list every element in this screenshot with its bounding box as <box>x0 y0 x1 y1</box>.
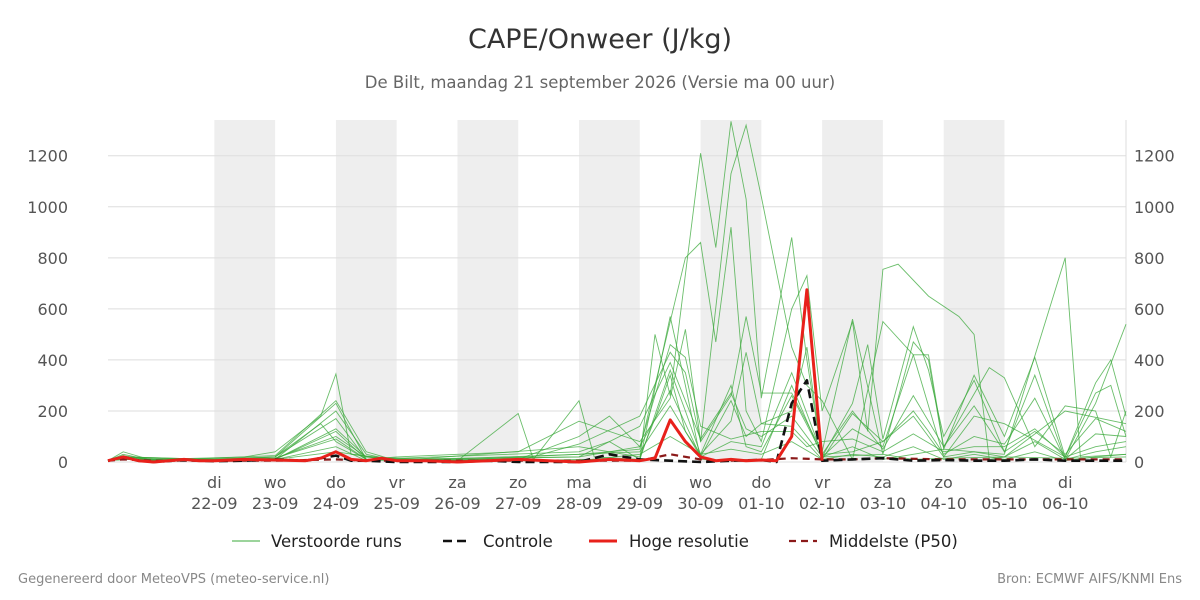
x-tick-date: 05-10 <box>981 494 1028 513</box>
y-tick-label-left: 0 <box>58 453 68 472</box>
weekend-band <box>214 120 276 462</box>
x-tick-date: 25-09 <box>373 494 420 513</box>
ensemble-run-line <box>107 227 1127 462</box>
x-tick-day: wo <box>264 473 287 492</box>
weekend-band <box>457 120 519 462</box>
ensemble-run-line <box>107 397 1127 462</box>
x-tick-date: 04-10 <box>920 494 967 513</box>
y-tick-label-left: 600 <box>37 300 68 319</box>
x-tick-date: 29-09 <box>617 494 664 513</box>
weekend-band <box>822 120 883 462</box>
x-tick-date: 02-10 <box>799 494 846 513</box>
x-tick-date: 26-09 <box>434 494 481 513</box>
footer-generated-by: Gegenereerd door MeteoVPS (meteo-service… <box>18 572 330 587</box>
y-tick-label-right: 1200 <box>1134 147 1175 166</box>
y-tick-label-left: 1000 <box>27 198 68 217</box>
legend-label: Controle <box>483 532 553 551</box>
ensemble-run-line <box>107 368 1127 462</box>
ensemble-run-line <box>107 343 1127 462</box>
x-tick-day: za <box>874 473 892 492</box>
legend-label: Middelste (P50) <box>829 532 958 551</box>
ensemble-run-line <box>107 354 1127 462</box>
x-tick-day: do <box>751 473 771 492</box>
weekend-band <box>335 120 397 462</box>
y-tick-label-left: 800 <box>37 249 68 268</box>
x-tick-date: 28-09 <box>556 494 603 513</box>
x-tick-day: wo <box>689 473 712 492</box>
x-tick-day: zo <box>935 473 953 492</box>
x-tick-day: zo <box>509 473 527 492</box>
x-tick-day: di <box>632 473 647 492</box>
chart-subtitle: De Bilt, maandag 21 september 2026 (Vers… <box>364 73 836 92</box>
chart-title: CAPE/Onweer (J/kg) <box>467 24 732 55</box>
x-tick-date: 01-10 <box>738 494 785 513</box>
legend: Verstoorde runs Controle Hoge resolutie Mid… <box>232 532 958 551</box>
x-tick-day: ma <box>992 473 1017 492</box>
y-axis-right: 0 200 400 600 800 1000 1200 <box>1134 147 1175 472</box>
x-tick-date: 22-09 <box>191 494 238 513</box>
gridlines <box>108 120 1127 463</box>
y-tick-label-left: 400 <box>37 351 68 370</box>
x-tick-day: do <box>326 473 346 492</box>
y-axis-left: 0 200 400 600 800 1000 1200 <box>27 147 68 472</box>
y-tick-label-right: 800 <box>1134 249 1165 268</box>
x-tick-date: 30-09 <box>677 494 724 513</box>
x-axis: di 22-09 wo 23-09 do 24-09 vr 25-09 za 26-09 zo 27-… <box>191 473 1088 513</box>
weekend-bands <box>214 120 1005 462</box>
ensemble-run-line <box>107 371 1127 462</box>
x-tick-date: 06-10 <box>1042 494 1089 513</box>
footer-source: Bron: ECMWF AIFS/KNMI Ens <box>997 572 1182 587</box>
x-tick-day: za <box>448 473 466 492</box>
main-series <box>107 288 1126 464</box>
legend-label: Hoge resolutie <box>629 532 749 551</box>
x-tick-date: 03-10 <box>860 494 907 513</box>
y-tick-label-right: 400 <box>1134 351 1165 370</box>
y-tick-label-left: 1200 <box>27 147 68 166</box>
ensemble-run-line <box>107 435 1127 462</box>
weekend-band <box>579 120 640 462</box>
y-tick-label-right: 1000 <box>1134 198 1175 217</box>
x-tick-day: vr <box>814 473 830 492</box>
legend-label: Verstoorde runs <box>271 532 402 551</box>
x-tick-day: di <box>207 473 222 492</box>
x-tick-day: di <box>1058 473 1073 492</box>
x-tick-date: 27-09 <box>495 494 542 513</box>
series-line-hoge-resolutie <box>107 288 824 464</box>
y-tick-label-right: 0 <box>1134 453 1144 472</box>
x-tick-day: ma <box>566 473 591 492</box>
y-tick-label-right: 600 <box>1134 300 1165 319</box>
x-tick-day: vr <box>389 473 405 492</box>
y-tick-label-right: 200 <box>1134 402 1165 421</box>
x-tick-date: 23-09 <box>252 494 299 513</box>
x-tick-date: 24-09 <box>313 494 360 513</box>
ensemble-run-line <box>107 123 1127 462</box>
y-tick-label-left: 200 <box>37 402 68 421</box>
weekend-band <box>943 120 1005 462</box>
